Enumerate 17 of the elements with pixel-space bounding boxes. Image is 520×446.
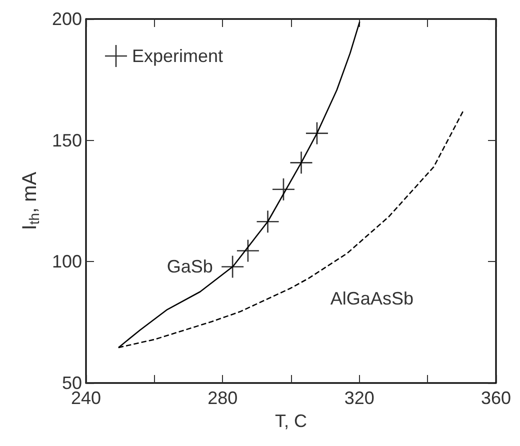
point: [236, 240, 259, 262]
x-tick-label: 280: [208, 388, 238, 408]
y-tick-label: 200: [52, 9, 82, 29]
series-label: GaSb: [166, 256, 213, 277]
point: [306, 122, 328, 144]
y-tick-label: 100: [52, 252, 82, 272]
x-tick-label: 320: [344, 388, 374, 408]
legend-label: Experiment: [132, 46, 224, 66]
y-tick-label: 150: [52, 130, 82, 150]
point: [272, 178, 294, 200]
point: [290, 152, 312, 174]
x-tick-label: 360: [480, 388, 512, 408]
point: [222, 256, 244, 278]
series-label: AlGaAsSb: [330, 288, 414, 308]
y-axis-title: Ith, mA: [19, 171, 42, 230]
point: [256, 210, 279, 233]
x-axis-title: T, C: [274, 410, 308, 431]
